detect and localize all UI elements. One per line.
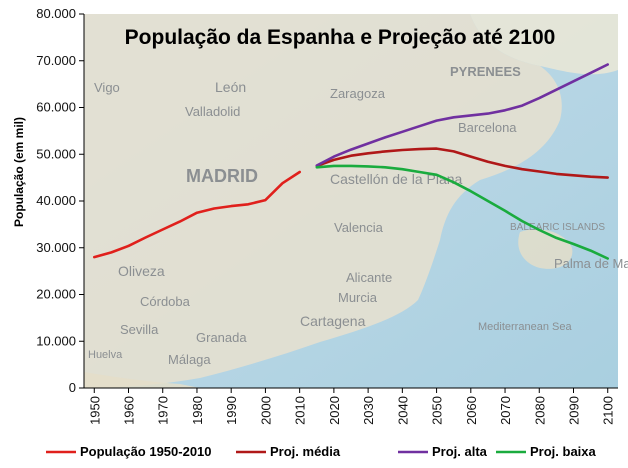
x-tick-label: 2040 xyxy=(395,396,410,425)
x-tick-label: 1980 xyxy=(190,396,205,425)
map-place-labels: MADRID Zaragoza León Valladolid Vigo PYRENEES… xyxy=(88,64,628,367)
y-tick-label: 60.000 xyxy=(36,100,76,115)
axes: 0 10.000 20.000 30.000 40.000 50.000 60.000 70.… xyxy=(36,6,618,425)
y-tick-label: 80.000 xyxy=(36,6,76,21)
map-label: Granada xyxy=(196,330,247,345)
map-label: Sevilla xyxy=(120,322,159,337)
x-tick-label: 2000 xyxy=(258,396,273,425)
series-line-popula-o-1950-2010 xyxy=(93,170,302,259)
map-label: Córdoba xyxy=(140,294,191,309)
y-tick-label: 70.000 xyxy=(36,53,76,68)
chart-title: População da Espanha e Projeção até 2100 xyxy=(125,26,556,49)
legend-label: Proj. média xyxy=(270,444,341,459)
y-axis-label: População (em mil) xyxy=(12,117,26,227)
y-tick-label: 50.000 xyxy=(36,146,76,161)
iberia-landmass xyxy=(84,14,562,388)
x-tick-label: 2090 xyxy=(567,396,582,425)
legend-label: Proj. baixa xyxy=(530,444,597,459)
map-label: León xyxy=(215,79,246,95)
map-label: Alicante xyxy=(346,270,392,285)
africa-coast xyxy=(84,372,200,388)
legend: População 1950-2010 Proj. média Proj. alta… xyxy=(46,444,597,459)
france-landmass xyxy=(420,14,618,75)
x-tick-label: 2100 xyxy=(601,396,616,425)
legend-label: Proj. alta xyxy=(432,444,488,459)
map-label: Oliveza xyxy=(118,263,165,279)
x-tick-label: 2010 xyxy=(293,396,308,425)
map-label: BALEARIC ISLANDS xyxy=(510,222,605,233)
x-tick-label: 2060 xyxy=(464,396,479,425)
x-tick-label: 2050 xyxy=(430,396,445,425)
map-label: Palma de Mallorca xyxy=(554,256,628,271)
background-map: MADRID Zaragoza León Valladolid Vigo PYRENEES… xyxy=(84,14,628,388)
x-tick-label: 1970 xyxy=(156,396,171,425)
x-tick-label: 1990 xyxy=(224,396,239,425)
x-tick-label: 2070 xyxy=(498,396,513,425)
map-label: Zaragoza xyxy=(330,86,386,101)
y-tick-label: 20.000 xyxy=(36,287,76,302)
series-line-proj-alta xyxy=(315,63,610,167)
y-tick-label: 30.000 xyxy=(36,240,76,255)
y-tick-label: 0 xyxy=(69,380,76,395)
x-tick-label: 2080 xyxy=(532,396,547,425)
map-label: Cartagena xyxy=(300,313,366,329)
y-ticks: 0 10.000 20.000 30.000 40.000 50.000 60.000 70.… xyxy=(36,6,84,395)
map-label: PYRENEES xyxy=(450,64,521,79)
map-label: Huelva xyxy=(88,349,123,361)
series-line-proj-baixa xyxy=(315,164,610,260)
map-label: Vigo xyxy=(94,80,120,95)
map-label: Castellón de la Plana xyxy=(330,171,463,187)
map-label: Barcelona xyxy=(458,120,517,135)
map-label: Mediterranean Sea xyxy=(478,321,572,333)
series-lines xyxy=(93,63,610,260)
map-label: Málaga xyxy=(168,352,211,367)
x-tick-label: 1950 xyxy=(87,396,102,425)
x-tick-label: 2020 xyxy=(327,396,342,425)
map-label: Valladolid xyxy=(185,104,240,119)
map-label: Murcia xyxy=(338,290,378,305)
x-ticks: 1950 1960 1970 1980 1990 2000 2010 2020 2030 2040… xyxy=(87,388,616,425)
legend-label: População 1950-2010 xyxy=(80,444,212,459)
x-tick-label: 1960 xyxy=(122,396,137,425)
series-line-proj-m-dia xyxy=(315,147,610,179)
map-label: Valencia xyxy=(334,220,384,235)
y-tick-label: 40.000 xyxy=(36,193,76,208)
x-tick-label: 2030 xyxy=(361,396,376,425)
map-label: MADRID xyxy=(186,166,258,186)
y-tick-label: 10.000 xyxy=(36,333,76,348)
